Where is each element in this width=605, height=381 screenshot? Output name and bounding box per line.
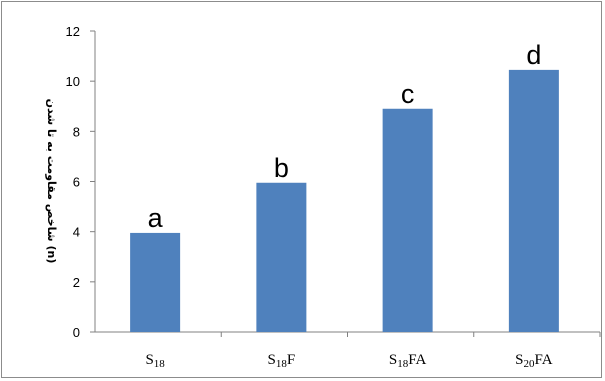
- y-axis-label: شاخص مقاومت به تا شدن (n): [45, 99, 58, 264]
- y-tick-label: 0: [73, 325, 80, 340]
- bar-4: [508, 69, 559, 333]
- bar-2: [256, 182, 307, 332]
- y-tick-label: 6: [73, 175, 80, 190]
- x-tick-label: S18FA: [389, 352, 427, 370]
- x-tick-label: S18: [145, 352, 165, 370]
- data-label: d: [526, 40, 541, 70]
- y-tick-label: 4: [73, 225, 80, 240]
- x-tick-label: S18F: [268, 352, 296, 370]
- bar-3: [382, 108, 433, 332]
- bar-1: [130, 232, 181, 332]
- data-label: b: [274, 153, 289, 183]
- y-tick-label: 8: [73, 124, 80, 139]
- x-tick-label: S20FA: [515, 352, 553, 370]
- data-label: a: [148, 203, 164, 233]
- y-tick-label: 2: [73, 275, 80, 290]
- x-tick-labels: S18 S18F S18FA S20FA: [145, 352, 552, 370]
- data-label: c: [401, 79, 415, 109]
- bars: [130, 69, 559, 333]
- y-tick-label: 10: [66, 74, 80, 89]
- data-labels: a b c d: [148, 40, 542, 233]
- y-tick-label: 12: [66, 24, 80, 39]
